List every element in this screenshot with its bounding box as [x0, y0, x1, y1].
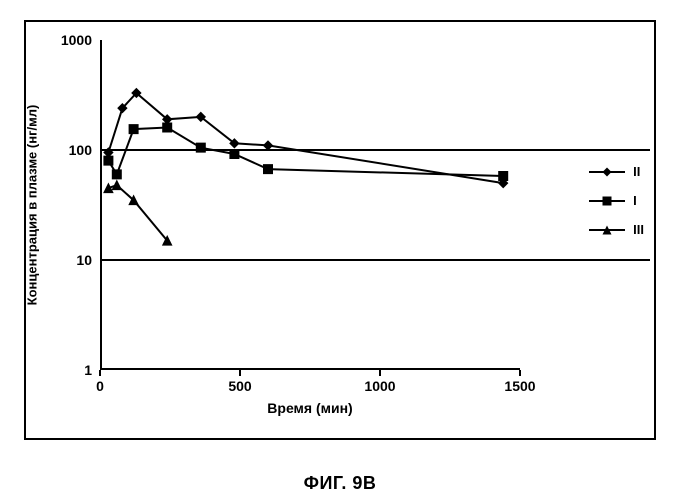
series-marker-I [499, 172, 508, 181]
series-marker-III [104, 184, 113, 193]
plot-area: Концентрация в плазме (нг/мл) Время (мин… [100, 40, 520, 370]
legend-label: I [633, 193, 637, 208]
legend-label: II [633, 164, 640, 179]
legend-sample [589, 194, 625, 208]
series-marker-I [112, 170, 121, 179]
figure-container: Концентрация в плазме (нг/мл) Время (мин… [0, 0, 680, 500]
legend: IIIIII [589, 150, 644, 251]
series-marker-I [264, 165, 273, 174]
y-gridline [100, 149, 650, 151]
series-marker-I [163, 123, 172, 132]
x-tick [99, 370, 101, 376]
series-marker-I [104, 156, 113, 165]
series-svg [100, 40, 520, 370]
x-tick [379, 370, 381, 376]
x-tick [239, 370, 241, 376]
legend-sample [589, 165, 625, 179]
y-tick-label: 10 [76, 252, 100, 268]
y-gridline [100, 259, 650, 261]
legend-label: III [633, 222, 644, 237]
figure-caption: ФИГ. 9B [304, 473, 377, 494]
x-axis-label: Время (мин) [267, 400, 352, 416]
legend-item-II: II [589, 164, 644, 179]
x-tick [519, 370, 521, 376]
y-axis-label: Концентрация в плазме (нг/мл) [25, 105, 40, 306]
legend-sample [589, 223, 625, 237]
legend-item-III: III [589, 222, 644, 237]
y-tick-label: 100 [69, 142, 100, 158]
series-marker-I [129, 125, 138, 134]
series-marker-III [112, 181, 121, 190]
series-line-III [108, 185, 167, 241]
y-tick-label: 1000 [61, 32, 100, 48]
legend-item-I: I [589, 193, 644, 208]
